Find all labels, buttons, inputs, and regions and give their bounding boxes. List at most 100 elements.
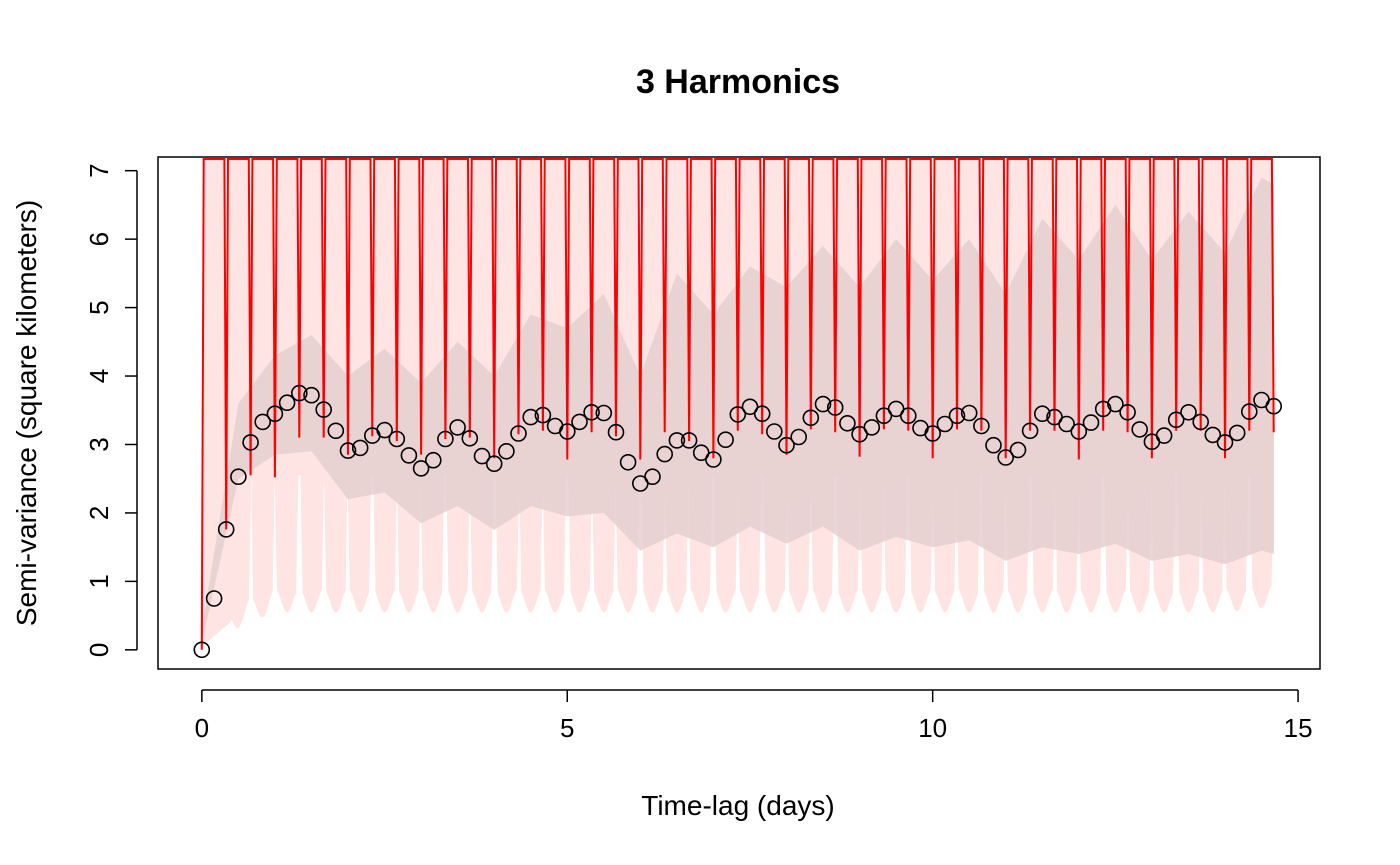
data-point [1082,414,1100,431]
y-tick-label: 5 [84,300,114,314]
data-point [1265,397,1282,415]
data-point [1009,441,1027,459]
data-point [449,419,466,436]
y-tick-label: 3 [84,437,114,451]
data-point [839,414,856,432]
data-point [680,432,698,449]
data-point [924,425,942,442]
x-tick-label: 0 [195,713,209,743]
data-point [668,432,686,449]
data-point [1228,424,1246,442]
data-point [619,453,637,471]
data-point [595,404,613,422]
data-point [960,404,978,422]
data-point [741,398,759,416]
data-point [339,442,357,459]
data-point [242,434,259,451]
data-point [571,413,588,431]
data-point [461,429,479,447]
y-tick-label: 7 [84,163,114,177]
data-point [424,451,442,469]
data-point [985,436,1002,454]
data-point [1107,395,1124,413]
data-point [230,468,247,486]
data-point [863,419,881,436]
data-points [193,384,1282,659]
data-point [1070,423,1088,440]
data-point [351,439,369,457]
data-point [558,423,576,440]
data-point [814,395,832,413]
data-point [1021,422,1039,440]
data-point [1155,427,1173,444]
data-point [315,401,333,418]
data-point [1058,415,1075,433]
data-point [473,447,491,465]
y-tick-label: 4 [84,369,114,383]
x-tick-label: 15 [1284,713,1313,743]
data-point [583,403,600,421]
data-point [973,417,990,435]
data-point [753,405,771,423]
data-point [412,460,430,477]
data-point [1119,403,1136,421]
data-point [729,406,747,423]
data-point [303,386,320,404]
data-point [388,430,406,448]
data-point [948,407,966,425]
data-point [1216,434,1234,451]
plot-layers [200,158,1275,650]
data-point [290,384,308,402]
data-point [278,394,296,412]
data-point [1034,405,1051,423]
chart-title: 3 Harmonics [636,63,840,101]
data-point [437,430,454,448]
data-point [193,641,211,659]
data-point [266,405,284,423]
data-point [1180,403,1197,421]
x-tick-label: 5 [560,713,574,743]
data-point [217,521,235,538]
data-point [522,408,540,426]
data-point [400,447,418,464]
data-point [1167,411,1185,429]
x-tick-label: 10 [918,713,947,743]
data-point [936,415,954,433]
data-point [790,428,808,446]
data-point [765,423,783,440]
y-tick-label: 2 [84,506,114,520]
data-point [1131,421,1148,438]
data-point [997,449,1015,466]
data-point [607,423,625,441]
y-axis: 0 1 2 3 4 5 6 7 [84,163,138,657]
data-point [899,407,917,425]
x-axis: 0 5 10 15 [195,689,1313,743]
data-point [778,436,795,454]
data-point [802,409,820,427]
data-point [327,422,345,440]
data-point [498,442,515,460]
x-axis-label: Time-lag (days) [641,790,834,821]
data-point [717,431,734,449]
data-point [705,451,722,468]
data-point [485,455,503,473]
y-tick-label: 1 [84,574,114,588]
y-tick-label: 6 [84,232,114,246]
plot-area [193,158,1282,659]
data-point [1204,426,1222,444]
data-point [656,445,674,463]
data-point [644,468,661,486]
data-point [826,399,844,416]
data-point [510,425,527,442]
data-point [254,413,272,431]
plot-frame [157,156,1321,670]
y-tick-label: 0 [84,643,114,657]
fitted-semivariance-line [200,158,1275,650]
data-point [205,590,223,607]
data-point [1192,413,1209,431]
data-point [534,406,552,424]
data-point [1241,403,1258,420]
data-point [376,421,393,439]
y-axis-label: Semi-variance (square kilometers) [11,200,42,626]
